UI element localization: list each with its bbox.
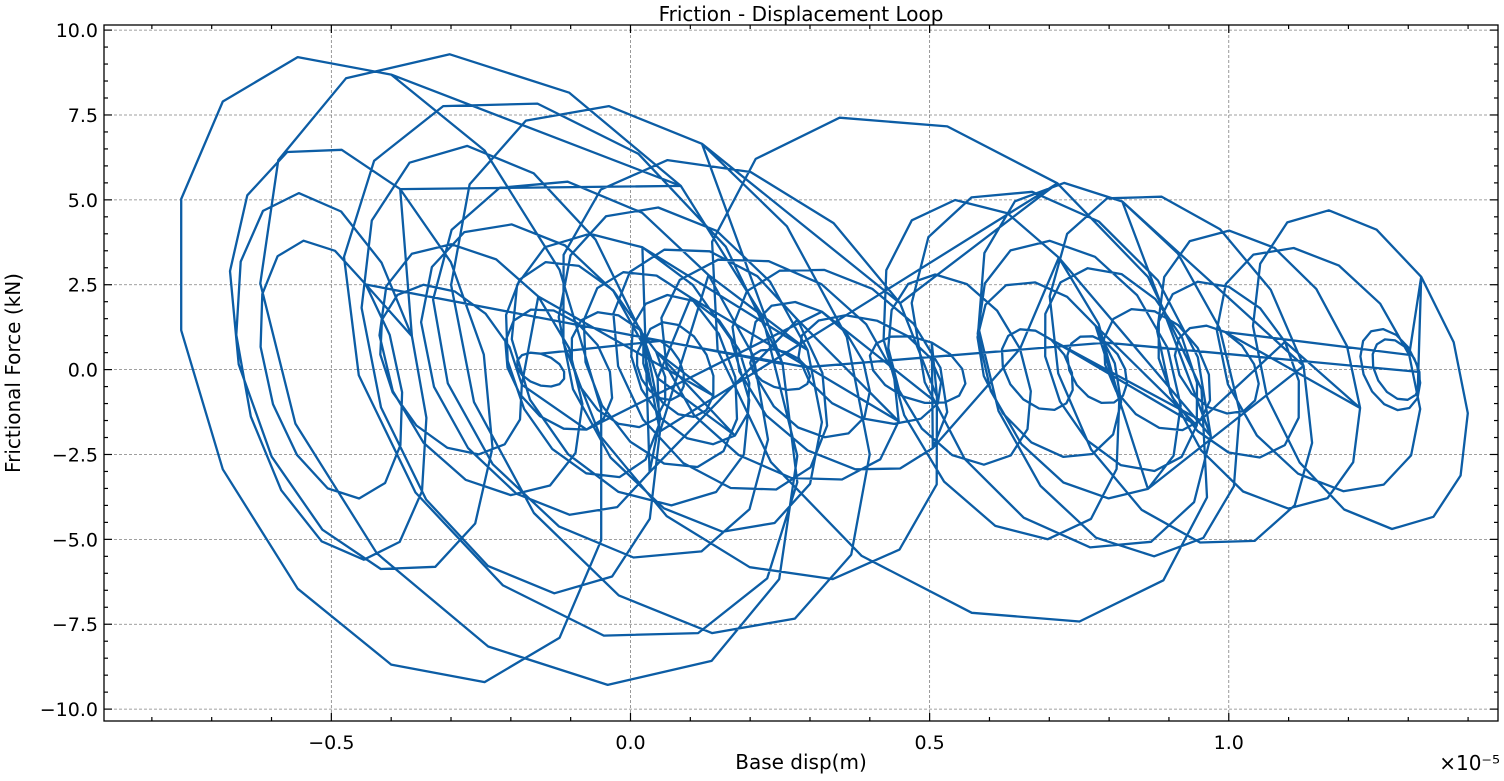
y-axis-label: Frictional Force (kN) xyxy=(1,273,25,473)
x-tick-label: 0.5 xyxy=(915,732,945,754)
gridlines xyxy=(104,25,1498,721)
y-tick-label: −7.5 xyxy=(52,614,98,636)
chart-title: Friction - Displacement Loop xyxy=(659,2,944,26)
x-tick-label: 1.0 xyxy=(1214,732,1244,754)
y-tick-label: −10.0 xyxy=(40,699,98,721)
x-tick-label: 0.0 xyxy=(615,732,645,754)
y-tick-label: 2.5 xyxy=(68,275,98,297)
y-tick-label: 7.5 xyxy=(68,105,98,127)
series-line xyxy=(180,53,1469,687)
y-tick-label: 10.0 xyxy=(56,20,98,42)
y-tick-label: 5.0 xyxy=(68,190,98,212)
y-tick-label: −2.5 xyxy=(52,444,98,466)
x-axis-label: Base disp(m) xyxy=(735,750,867,774)
y-tick-label: −5.0 xyxy=(52,529,98,551)
y-tick-label: 0.0 xyxy=(68,360,98,382)
plot-frame xyxy=(103,24,1499,722)
x-tick-label: −0.5 xyxy=(308,732,354,754)
x-axis-offset-label: ×10⁻⁵ xyxy=(1439,751,1500,775)
series-group xyxy=(180,53,1469,687)
ticks: −0.5 0.0 0.5 1.0 −10.0 −7.5 −5.0 −2.5 0.0 2.5 5.0 7… xyxy=(40,20,1498,754)
